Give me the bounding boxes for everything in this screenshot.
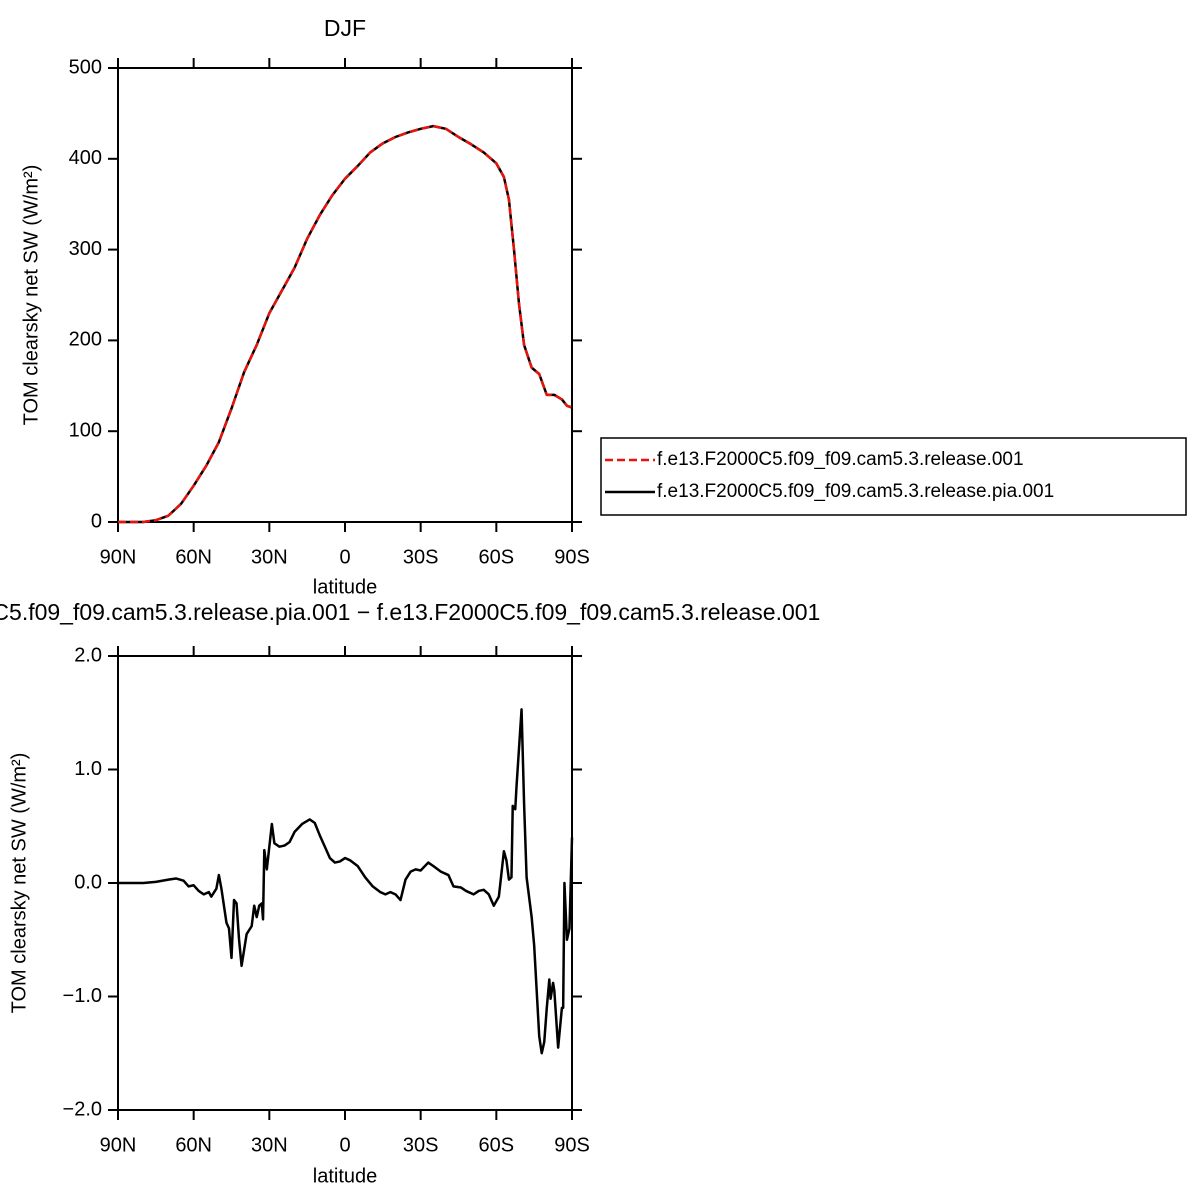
x-tick-label: 90N <box>100 1134 137 1156</box>
data-line <box>118 124 573 524</box>
y-tick-label: −2.0 <box>63 1098 102 1120</box>
x-tick-label: 0 <box>339 1134 350 1156</box>
x-tick-label: 30S <box>403 546 439 568</box>
y-axis-label: TOM clearsky net SW (W/m²) <box>8 753 30 1014</box>
plot-frame <box>117 67 573 523</box>
data-line <box>118 124 573 524</box>
x-tick-label: 30S <box>403 1134 439 1156</box>
y-tick-label: 1.0 <box>74 758 102 780</box>
data-line <box>118 708 574 1055</box>
y-tick-label: 2.0 <box>74 644 102 666</box>
chart-title: DJF <box>324 15 366 41</box>
y-tick-label: 300 <box>69 238 102 260</box>
y-tick-label: 200 <box>69 329 102 351</box>
y-tick-label: −1.0 <box>63 985 102 1007</box>
y-tick-label: 400 <box>69 147 102 169</box>
x-axis-label: latitude <box>313 1165 378 1187</box>
x-tick-label: 90N <box>100 546 137 568</box>
chart-title: f.e13.F2000C5.f09_f09.cam5.3.release.pia… <box>0 599 820 625</box>
y-tick-label: 0 <box>91 510 102 532</box>
y-axis-label: TOM clearsky net SW (W/m²) <box>20 165 42 426</box>
legend-box <box>600 437 1187 516</box>
legend-label: f.e13.F2000C5.f09_f09.cam5.3.release.001 <box>657 449 1024 470</box>
legend-label: f.e13.F2000C5.f09_f09.cam5.3.release.pia… <box>657 481 1054 502</box>
x-tick-label: 0 <box>339 546 350 568</box>
x-tick-label: 60N <box>175 546 212 568</box>
x-tick-label: 60S <box>479 1134 515 1156</box>
x-tick-label: 90S <box>554 546 590 568</box>
y-tick-label: 0.0 <box>74 871 102 893</box>
x-tick-label: 60N <box>175 1134 212 1156</box>
x-tick-label: 30N <box>251 1134 288 1156</box>
x-tick-label: 90S <box>554 1134 590 1156</box>
x-tick-label: 30N <box>251 546 288 568</box>
y-tick-label: 100 <box>69 419 102 441</box>
y-tick-label: 500 <box>69 56 102 78</box>
x-tick-label: 60S <box>479 546 515 568</box>
x-axis-label: latitude <box>313 576 378 598</box>
